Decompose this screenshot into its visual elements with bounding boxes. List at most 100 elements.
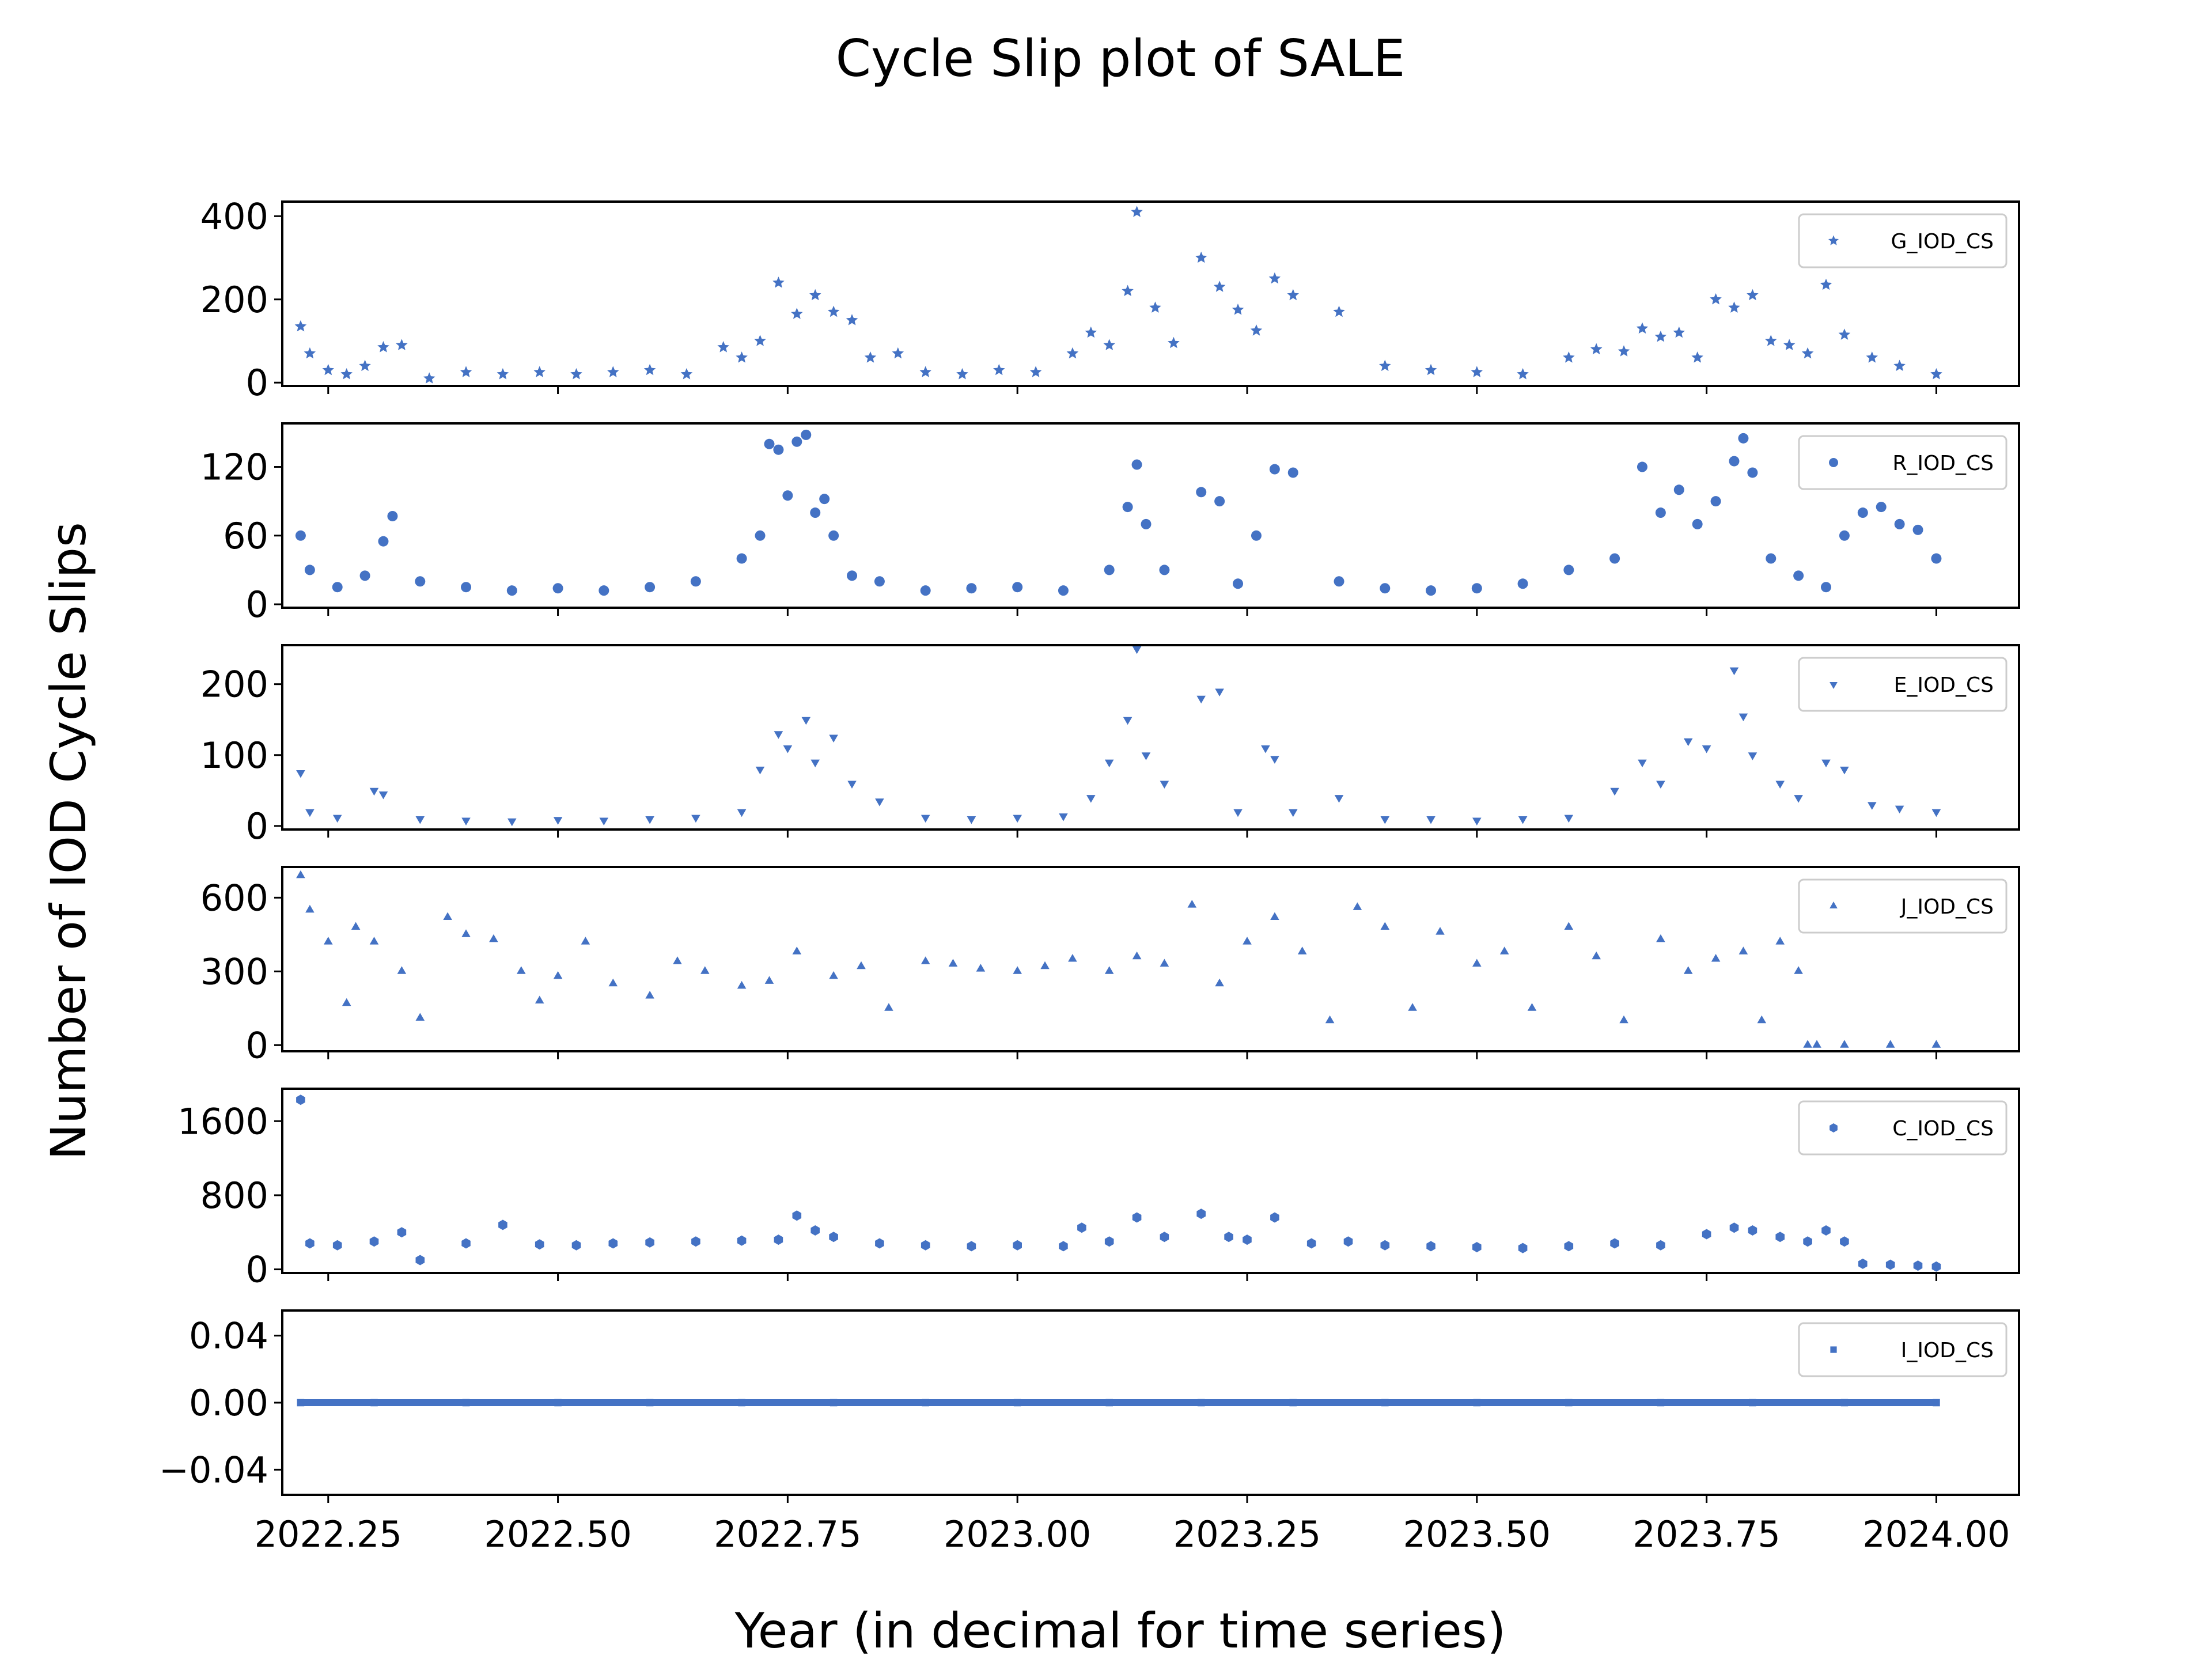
legend-marker (1830, 682, 1838, 689)
data-point (1702, 1229, 1711, 1240)
data-point (754, 335, 766, 346)
data-point (737, 1235, 747, 1246)
data-point (1610, 787, 1619, 796)
data-point (1738, 433, 1749, 444)
data-point (1673, 484, 1684, 495)
data-point (828, 530, 839, 541)
data-point (1729, 456, 1740, 467)
data-point (489, 934, 498, 942)
data-point (1243, 937, 1252, 945)
data-point (736, 351, 748, 363)
data-point (1243, 1234, 1252, 1245)
data-point (1783, 339, 1796, 350)
data-point (1619, 1015, 1628, 1024)
data-point (1728, 301, 1740, 313)
legend-box (1798, 213, 2008, 268)
data-point (1691, 351, 1703, 363)
data-point (1268, 272, 1281, 284)
data-point (810, 1225, 820, 1236)
data-point (1013, 1399, 1021, 1407)
data-point (1013, 1240, 1022, 1251)
data-point (1104, 565, 1115, 575)
data-point (966, 583, 977, 594)
data-point (497, 368, 509, 380)
series-j_iod_cs (296, 870, 1941, 1048)
data-point (332, 815, 342, 823)
data-point (305, 1238, 315, 1249)
data-point (1215, 978, 1224, 987)
y-tick-label: 0 (246, 805, 268, 847)
data-point (1104, 1236, 1114, 1247)
data-point (443, 912, 452, 920)
data-point (370, 1399, 378, 1407)
data-point (792, 946, 802, 955)
data-point (423, 372, 435, 384)
data-point (535, 995, 544, 1003)
data-point (847, 570, 858, 581)
data-point (1122, 285, 1134, 296)
data-point (892, 347, 904, 359)
data-point (322, 363, 334, 376)
y-tick-label: 1600 (177, 1100, 268, 1142)
legend-marker (1830, 1346, 1837, 1353)
data-point (397, 966, 407, 974)
data-point (717, 341, 729, 353)
data-point (1160, 781, 1169, 789)
data-point (1794, 795, 1803, 803)
data-point (673, 956, 682, 964)
y-tick-label: 200 (200, 664, 268, 706)
data-point (1930, 368, 1942, 380)
data-point (1195, 251, 1207, 263)
data-point (1160, 959, 1169, 967)
x-tick-label: 2022.50 (484, 1513, 631, 1555)
data-point (691, 1236, 700, 1247)
data-point (1333, 305, 1345, 317)
data-point (1657, 1399, 1665, 1407)
y-tick-label: 200 (200, 279, 268, 321)
panel-j_iod_cs: 0 300 600 J_IOD_CS (200, 866, 2020, 1066)
data-point (397, 1227, 407, 1238)
data-point (1609, 553, 1620, 564)
data-point (791, 436, 802, 447)
data-point (1518, 816, 1528, 824)
data-point (1086, 795, 1096, 803)
y-tick-label: 0 (246, 1249, 268, 1291)
data-point (1287, 289, 1299, 301)
panel-r_iod_cs: 0 60 120 R_IOD_CS (200, 422, 2020, 626)
data-point (1132, 1212, 1142, 1223)
data-point (646, 1399, 654, 1407)
data-point (1380, 583, 1391, 594)
data-point (1654, 331, 1667, 342)
axes-frame (281, 422, 2020, 609)
data-point (1040, 961, 1050, 969)
y-axis-title: Number of IOD Cycle Slips (40, 522, 97, 1160)
data-point (304, 347, 316, 359)
data-point (553, 817, 563, 825)
data-point (332, 582, 343, 593)
data-point (1710, 293, 1722, 305)
data-point (461, 929, 471, 937)
data-point (1801, 347, 1814, 359)
data-point (1931, 1040, 1941, 1048)
data-point (1149, 301, 1161, 313)
data-point (791, 308, 803, 319)
data-point (415, 1255, 425, 1266)
panel-g_iod_cs: 0 200 400 G_IOD_CS (200, 195, 2020, 404)
data-point (581, 937, 590, 945)
data-point (1270, 912, 1279, 920)
data-point (1214, 496, 1225, 507)
data-point (755, 766, 765, 775)
data-point (1141, 752, 1151, 760)
data-point (782, 490, 793, 501)
data-point (1215, 688, 1224, 696)
legend-box (1798, 1322, 2008, 1377)
data-point (1472, 817, 1482, 825)
data-point (764, 976, 774, 984)
axes-frame (281, 200, 2020, 387)
data-point (462, 1399, 470, 1407)
data-point (764, 438, 775, 449)
data-point (1933, 1399, 1940, 1407)
data-point (884, 1003, 893, 1011)
data-point (1104, 759, 1114, 768)
data-point (1563, 351, 1575, 363)
